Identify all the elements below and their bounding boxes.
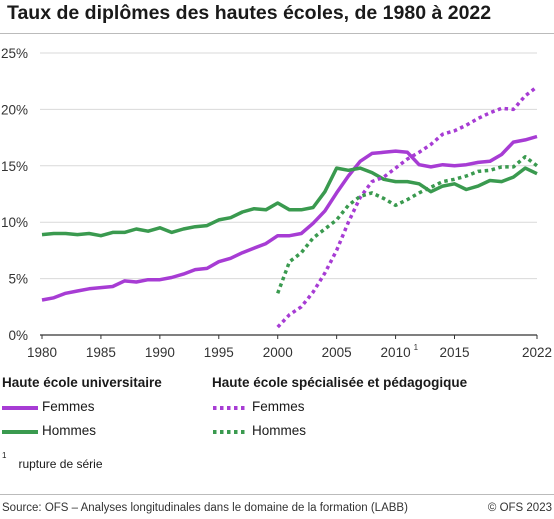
footnote-mark: 1 <box>2 451 7 460</box>
legend-swatch-uni-men <box>2 430 38 434</box>
y-tick-label: 20% <box>1 102 28 117</box>
x-tick-label: 2022 <box>522 345 552 360</box>
footnote-text: rupture de série <box>18 457 103 471</box>
line-chart: 0% 5% 10% 15% 20% 25% 1980 1985 1990 1995 2000 200… <box>1 46 552 360</box>
y-tick-label: 15% <box>1 159 28 174</box>
copyright: © OFS 2023 <box>487 502 552 514</box>
x-tick-label: 2000 <box>263 345 293 360</box>
y-tick-label: 10% <box>1 215 28 230</box>
x-tick-label: 1980 <box>27 345 57 360</box>
x-axis-ticks: 1980 1985 1990 1995 2000 2005 2010 1 2015 2022 <box>27 335 552 360</box>
legend-university-title: Haute école universitaire <box>2 375 162 390</box>
x-tick-label: 1995 <box>204 345 234 360</box>
legend-swatch-hes-women <box>213 406 248 410</box>
legend-hes: Haute école spécialisée et pédagogique F… <box>212 375 512 445</box>
legend-label-hes-women: Femmes <box>252 399 305 414</box>
legend-label-hes-men: Hommes <box>252 423 307 438</box>
x-tick-label: 1985 <box>86 345 116 360</box>
series-line-hes-women <box>276 85 539 329</box>
x-tick-superscript: 1 <box>414 343 419 352</box>
series-lines <box>41 85 539 329</box>
footer-divider <box>0 494 554 495</box>
legend-hes-title: Haute école spécialisée et pédagogique <box>212 375 468 390</box>
x-tick-label: 1990 <box>145 345 175 360</box>
y-tick-label: 5% <box>8 272 28 287</box>
legend-swatch-uni-women <box>2 406 38 410</box>
footnote: 1 rupture de série <box>2 451 103 471</box>
x-tick-label: 2015 <box>439 345 469 360</box>
series-line-hes-men <box>276 155 539 294</box>
source-note: Source: OFS – Analyses longitudinales da… <box>2 502 408 514</box>
legend-label-uni-women: Femmes <box>42 399 95 414</box>
legend-label-uni-men: Hommes <box>42 423 97 438</box>
y-axis-ticks: 0% 5% 10% 15% 20% 25% <box>1 46 28 343</box>
legend-university: Haute école universitaire Femmes Hommes <box>2 375 202 445</box>
chart-title: Taux de diplômes des hautes écoles, de 1… <box>7 2 492 24</box>
title-divider <box>0 33 554 34</box>
legend-swatch-hes-men <box>213 430 248 434</box>
y-tick-label: 0% <box>8 328 28 343</box>
y-tick-label: 25% <box>1 46 28 61</box>
x-tick-label: 2005 <box>322 345 352 360</box>
x-tick-label: 2010 <box>381 345 411 360</box>
series-line-uni-women <box>41 134 538 302</box>
series-line-uni-men <box>41 166 538 238</box>
gridlines <box>40 52 537 336</box>
